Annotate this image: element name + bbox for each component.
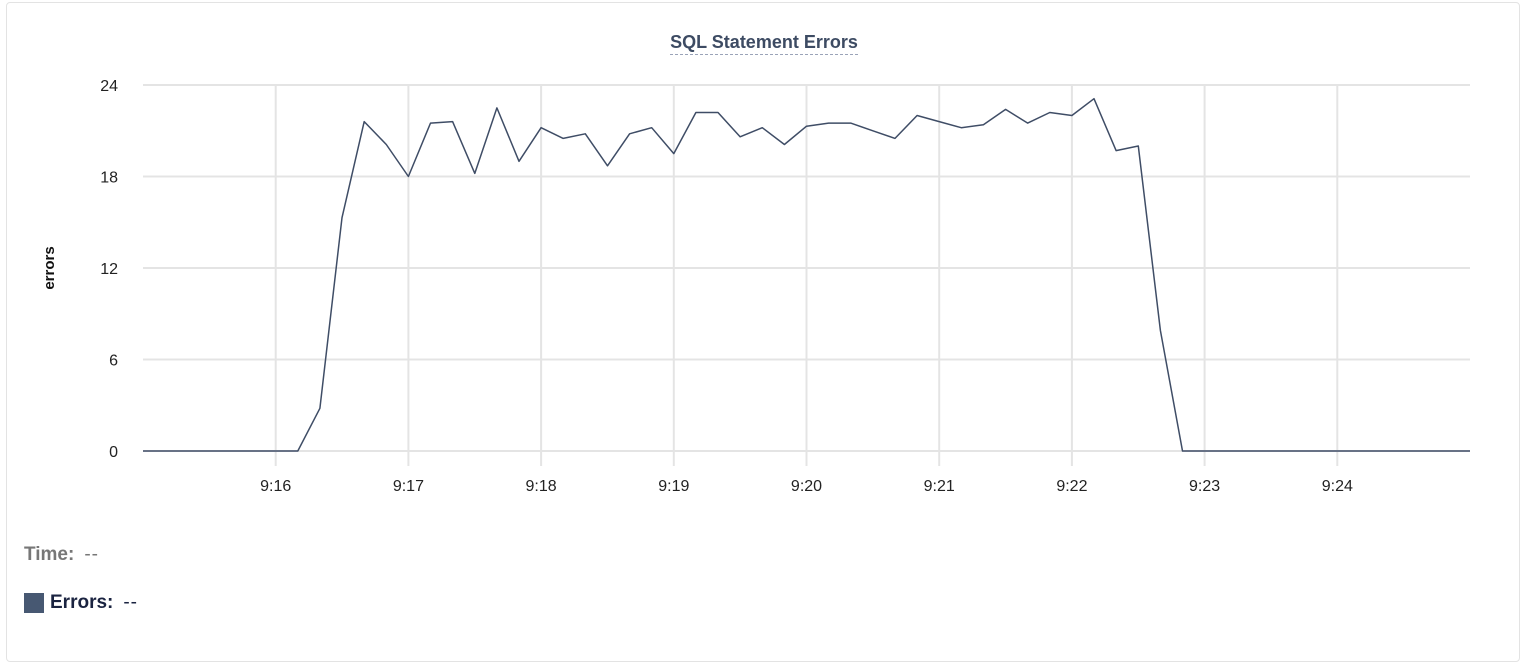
y-tick-label: 24 xyxy=(100,78,118,95)
x-tick-label: 9:23 xyxy=(1189,478,1220,495)
x-tick-label: 9:22 xyxy=(1056,478,1087,495)
x-tick-label: 9:21 xyxy=(924,478,955,495)
y-axis-label: errors xyxy=(41,246,58,289)
errors-value: -- xyxy=(123,592,139,613)
y-tick-label: 12 xyxy=(100,261,118,278)
errors-swatch-icon xyxy=(24,593,44,613)
x-tick-label: 9:16 xyxy=(260,478,291,495)
x-tick-label: 9:18 xyxy=(526,478,557,495)
legend-time: Time: -- xyxy=(24,544,99,565)
time-value: -- xyxy=(84,544,99,565)
y-tick-label: 0 xyxy=(109,444,118,461)
x-tick-label: 9:19 xyxy=(658,478,689,495)
x-tick-label: 9:24 xyxy=(1322,478,1353,495)
legend-errors: Errors: -- xyxy=(24,592,138,614)
y-tick-label: 18 xyxy=(100,170,118,187)
errors-series-line xyxy=(143,97,1470,452)
x-tick-label: 9:17 xyxy=(393,478,424,495)
x-tick-label: 9:20 xyxy=(791,478,822,495)
chart-title: SQL Statement Errors xyxy=(0,32,1528,55)
y-tick-label: 6 xyxy=(109,353,118,370)
